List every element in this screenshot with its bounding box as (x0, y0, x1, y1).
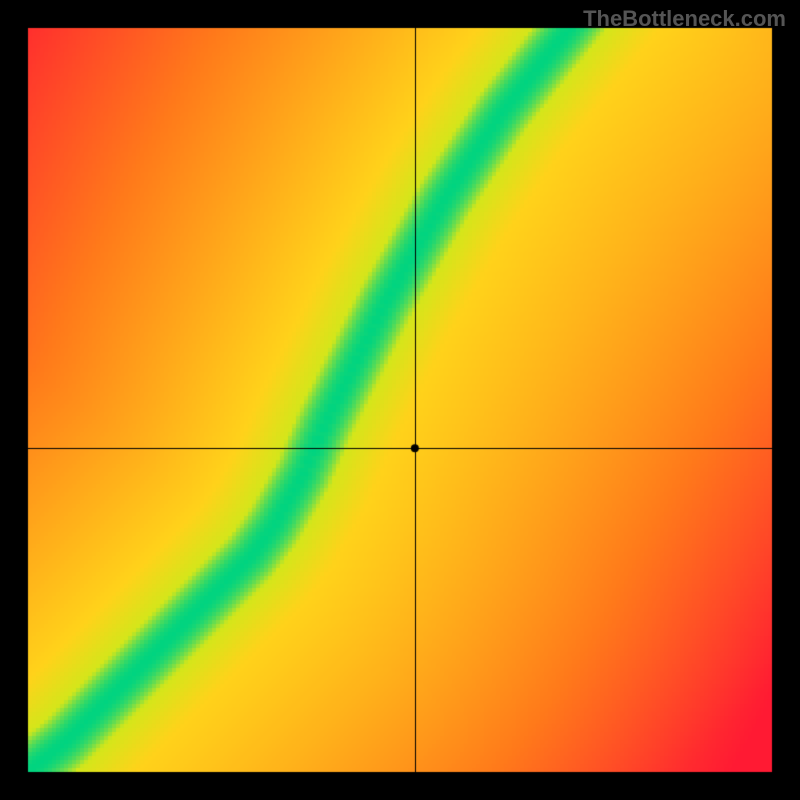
bottleneck-heatmap (0, 0, 800, 800)
chart-container: TheBottleneck.com (0, 0, 800, 800)
watermark-text: TheBottleneck.com (583, 6, 786, 32)
